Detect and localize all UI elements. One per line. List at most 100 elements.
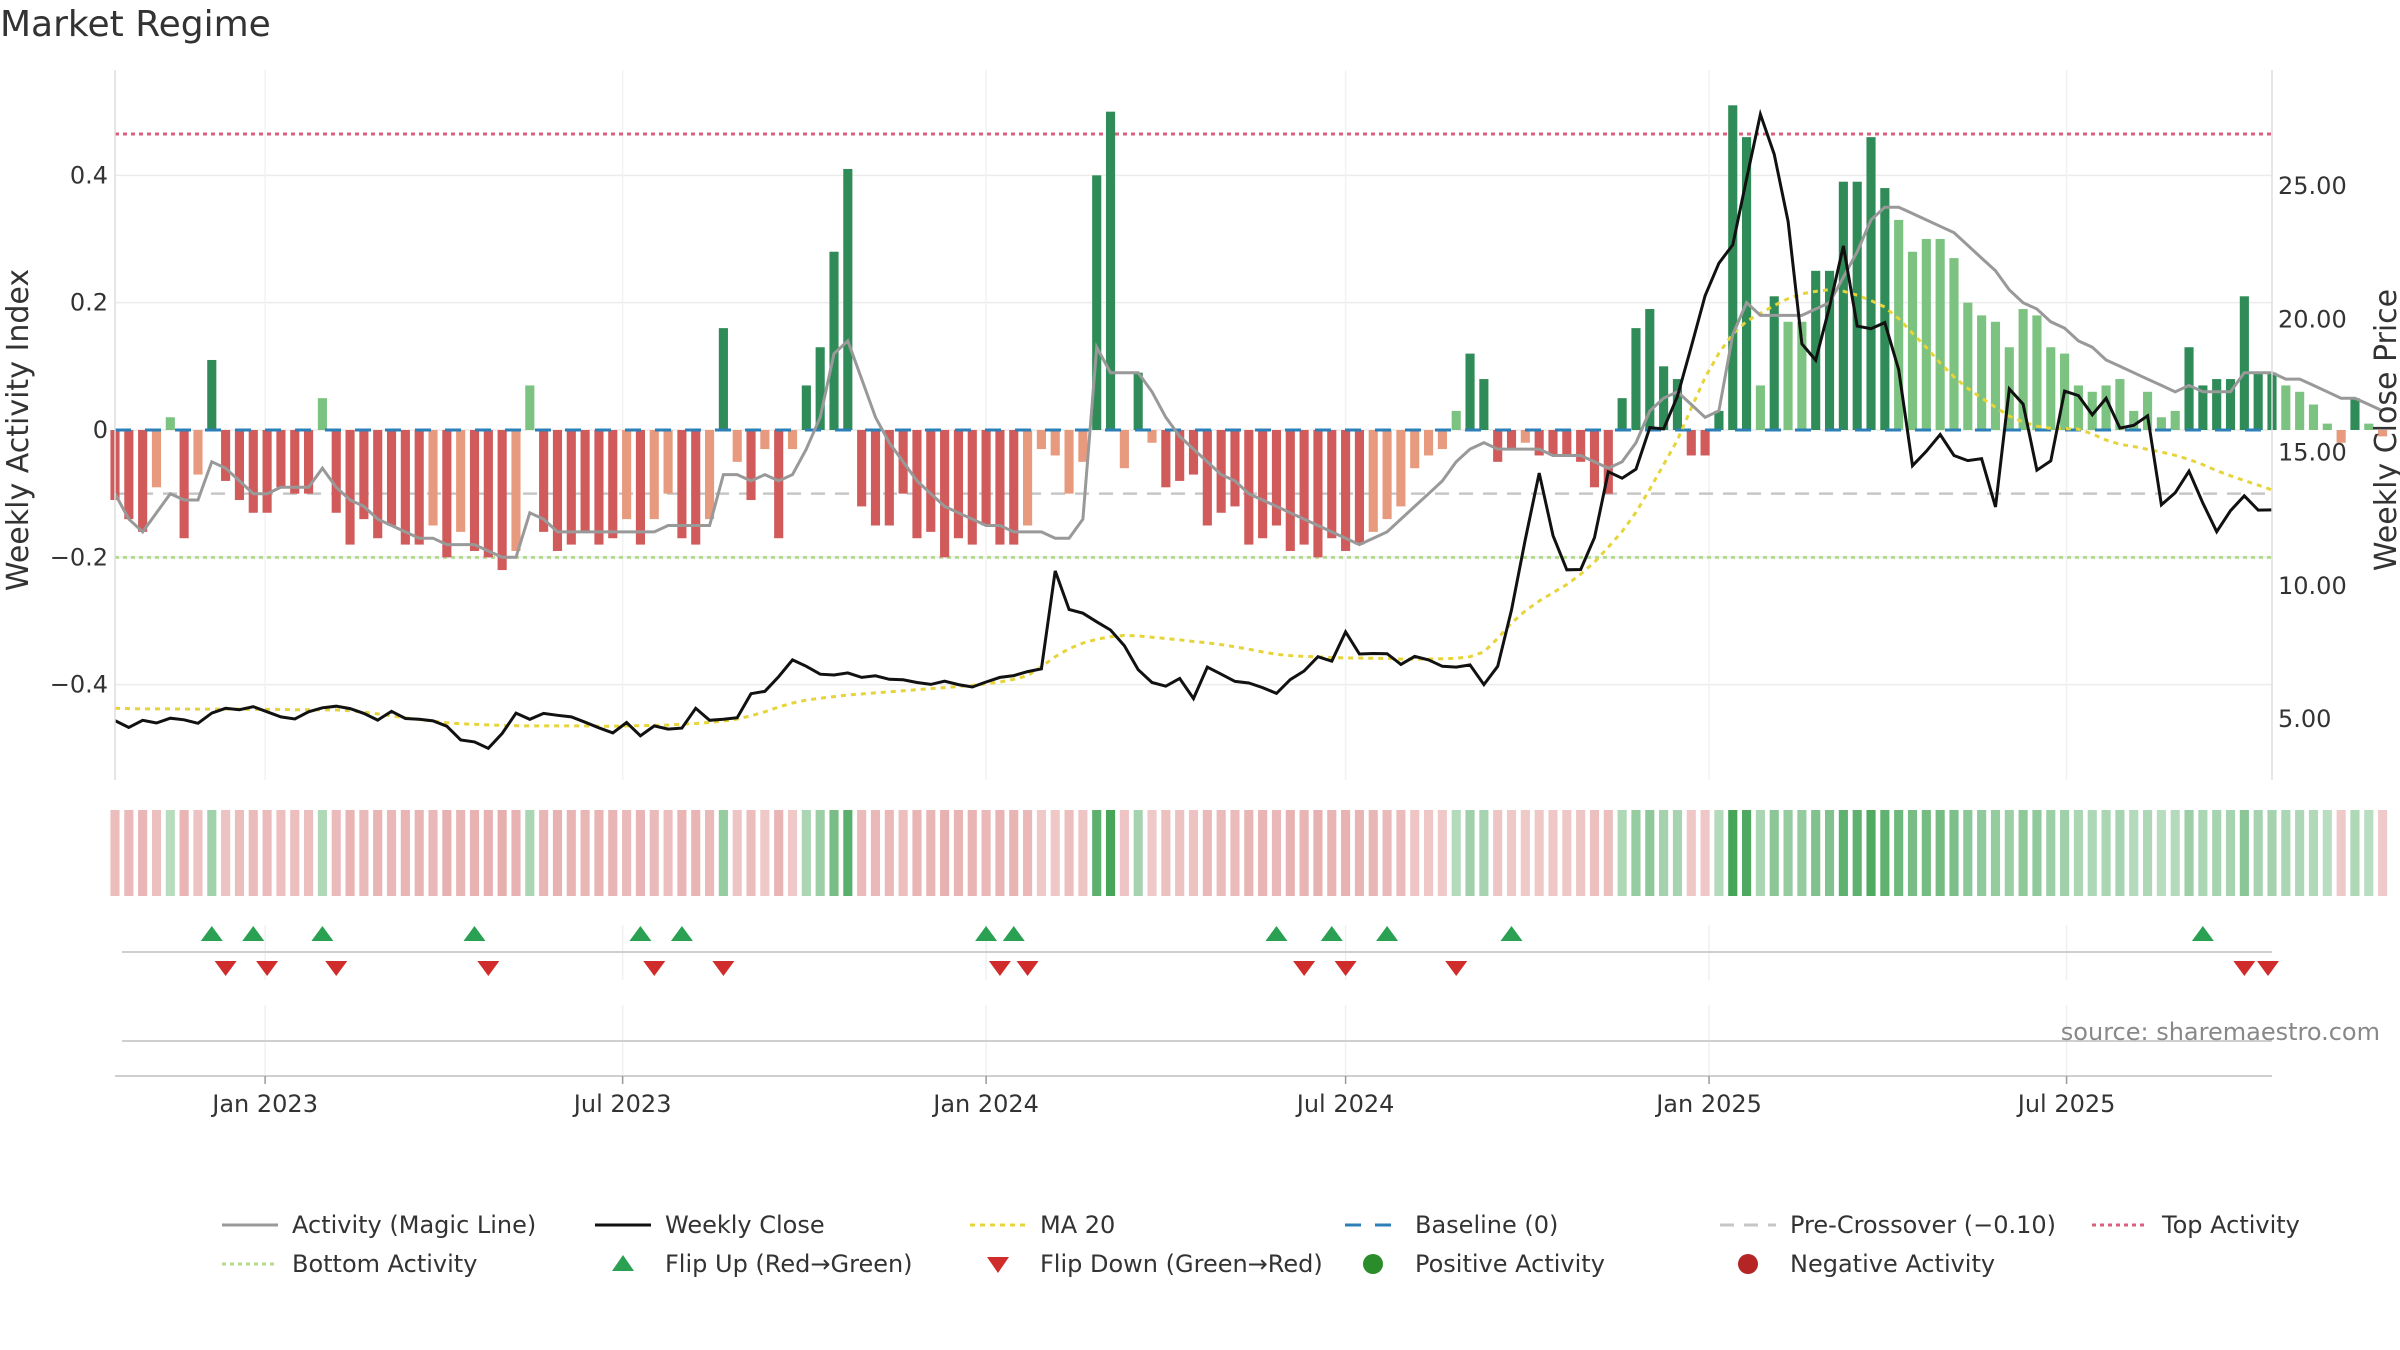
regime-cell <box>926 810 936 896</box>
activity-bar <box>801 385 811 430</box>
regime-cell <box>1009 810 1019 896</box>
regime-cell <box>635 810 645 896</box>
regime-cell <box>552 810 563 896</box>
regime-cell <box>746 810 756 896</box>
regime-cell <box>373 810 383 896</box>
x-tick-label: Jul 2025 <box>2016 1090 2116 1118</box>
activity-bar <box>1313 430 1323 558</box>
regime-cell <box>2378 810 2388 896</box>
regime-cell <box>1465 810 1475 896</box>
regime-cell <box>386 810 397 896</box>
y-tick-left: 0 <box>93 416 108 444</box>
regime-cell <box>1202 810 1212 896</box>
activity-bar <box>552 430 563 551</box>
activity-bar <box>1410 430 1420 469</box>
activity-bar <box>1092 175 1102 430</box>
activity-bar <box>953 430 964 539</box>
regime-cell <box>1271 810 1282 896</box>
regime-cell <box>179 810 189 896</box>
ma20-line <box>114 288 2273 728</box>
activity-bar <box>1645 309 1655 430</box>
regime-cell <box>1659 810 1669 896</box>
flip-down-marker <box>256 961 279 976</box>
regime-cell <box>1797 810 1807 896</box>
activity-bar <box>1534 430 1544 456</box>
regime-cell <box>1672 810 1683 896</box>
activity-bar <box>1244 430 1254 545</box>
regime-cell <box>1147 810 1157 896</box>
activity-bar <box>2115 379 2125 430</box>
regime-cell <box>1327 810 1337 896</box>
regime-cell <box>262 810 272 896</box>
regime-cell <box>580 810 590 896</box>
regime-cell <box>110 810 120 896</box>
activity-bar <box>870 430 881 526</box>
flip-up-marker <box>1500 926 1523 941</box>
activity-bar <box>2129 410 2139 430</box>
legend-item: Positive Activity <box>1363 1250 1605 1278</box>
regime-cell <box>704 810 715 896</box>
activity-bar <box>995 430 1005 545</box>
legend-label: Positive Activity <box>1415 1250 1605 1278</box>
legend-label: Flip Down (Green→Red) <box>1040 1250 1323 1278</box>
regime-cell <box>1852 810 1862 896</box>
activity-bar <box>732 430 742 462</box>
legend-item: Activity (Magic Line) <box>222 1211 536 1239</box>
activity-bar <box>760 430 770 450</box>
activity-bar <box>1423 430 1434 456</box>
activity-bar <box>884 430 894 526</box>
activity-bar <box>1811 270 1821 430</box>
activity-bar <box>317 398 327 430</box>
regime-cell <box>1161 810 1171 896</box>
activity-bar <box>1672 379 1683 430</box>
regime-cell <box>1506 810 1517 896</box>
flip-up-marker <box>1320 926 1343 941</box>
activity-bar <box>566 430 576 545</box>
activity-bar <box>2239 296 2249 430</box>
date-panel: Jan 2023 Jul 2023 Jan 2024 Jul 2024 Jan 2025… <box>115 1005 2272 1118</box>
activity-bar <box>483 430 493 558</box>
regime-cell <box>1258 810 1268 896</box>
activity-bar <box>2087 391 2097 430</box>
activity-bar <box>1949 258 1959 430</box>
x-tick-label: Jan 2023 <box>210 1090 318 1118</box>
flip-down-marker <box>214 961 237 976</box>
activity-bar <box>622 430 632 520</box>
regime-cell <box>1755 810 1765 896</box>
activity-bar <box>1036 430 1046 450</box>
main-grid <box>115 70 2272 780</box>
activity-bar <box>926 430 936 532</box>
legend-swatch <box>1363 1254 1383 1274</box>
regime-cell <box>1285 810 1295 896</box>
flip-down-marker <box>1445 961 1468 976</box>
regime-cell <box>1188 810 1199 896</box>
activity-bar <box>1990 321 2001 430</box>
regime-cell <box>1686 810 1696 896</box>
activity-bar <box>2018 309 2028 430</box>
activity-bar <box>2073 385 2083 430</box>
regime-cell <box>304 810 314 896</box>
regime-cell <box>1576 810 1586 896</box>
activity-bar <box>691 430 701 545</box>
flip-down-marker <box>712 961 735 976</box>
regime-cell <box>1990 810 2001 896</box>
activity-bar <box>1589 430 1600 488</box>
regime-cell <box>2239 810 2249 896</box>
regime-cell <box>1050 810 1060 896</box>
activity-bar <box>981 430 991 526</box>
activity-bar <box>497 430 507 571</box>
regime-cell <box>1824 810 1835 896</box>
activity-bar <box>580 430 590 532</box>
activity-bar <box>2170 410 2180 430</box>
chart-title: Market Regime <box>0 4 271 45</box>
legend-item: Baseline (0) <box>1345 1211 1558 1239</box>
regime-cell <box>1977 810 1987 896</box>
activity-bar <box>1755 385 1765 430</box>
regime-cell <box>1437 810 1447 896</box>
activity-bar <box>1631 328 1641 430</box>
legend-label: Weekly Close <box>665 1211 825 1239</box>
activity-bar <box>1728 105 1738 431</box>
regime-cell <box>1645 810 1655 896</box>
regime-cell <box>151 810 162 896</box>
activity-bar <box>815 347 825 430</box>
